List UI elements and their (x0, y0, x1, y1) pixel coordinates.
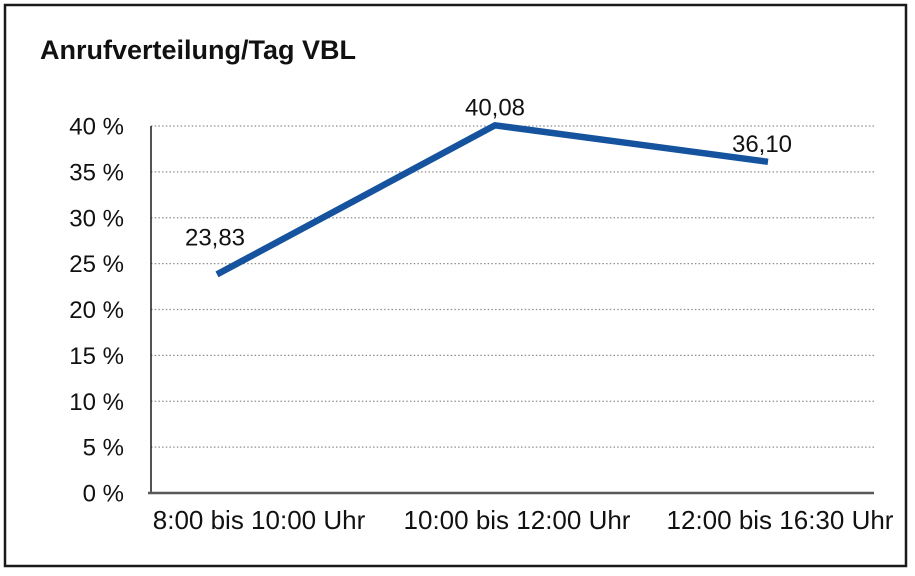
y-axis-tick-label: 10 % (69, 389, 124, 416)
y-axis-tick-labels: 0 % 5 % 10 % 15 % 20 % 25 % 30 % 35 % 40 % (69, 114, 124, 508)
y-axis-tick-label: 20 % (69, 297, 124, 324)
data-point-label: 36,10 (732, 131, 792, 158)
chart-title: Anrufverteilung/Tag VBL (40, 35, 356, 65)
y-axis-tick-label: 5 % (83, 435, 124, 462)
gridlines (151, 125, 874, 448)
y-axis-tick-label: 0 % (83, 481, 124, 508)
y-axis-tick-label: 40 % (69, 114, 124, 141)
data-point-label: 23,83 (185, 224, 245, 251)
y-axis-tick-label: 15 % (69, 343, 124, 370)
axes (148, 126, 874, 495)
x-axis-tick-labels: 8:00 bis 10:00 Uhr 10:00 bis 12:00 Uhr 12:… (153, 505, 894, 535)
data-series (215, 121, 769, 278)
data-point-labels: 23,83 40,08 36,10 (185, 94, 792, 251)
series-line (215, 121, 769, 278)
x-axis-tick-label: 8:00 bis 10:00 Uhr (153, 505, 366, 535)
data-point-label: 40,08 (465, 94, 525, 121)
figure-border (3, 3, 908, 568)
y-axis-tick-label: 30 % (69, 205, 124, 232)
y-axis-tick-label: 25 % (69, 251, 124, 278)
x-axis-tick-label: 12:00 bis 16:30 Uhr (667, 505, 894, 535)
x-axis-tick-label: 10:00 bis 12:00 Uhr (404, 505, 631, 535)
y-axis-tick-label: 35 % (69, 159, 124, 186)
